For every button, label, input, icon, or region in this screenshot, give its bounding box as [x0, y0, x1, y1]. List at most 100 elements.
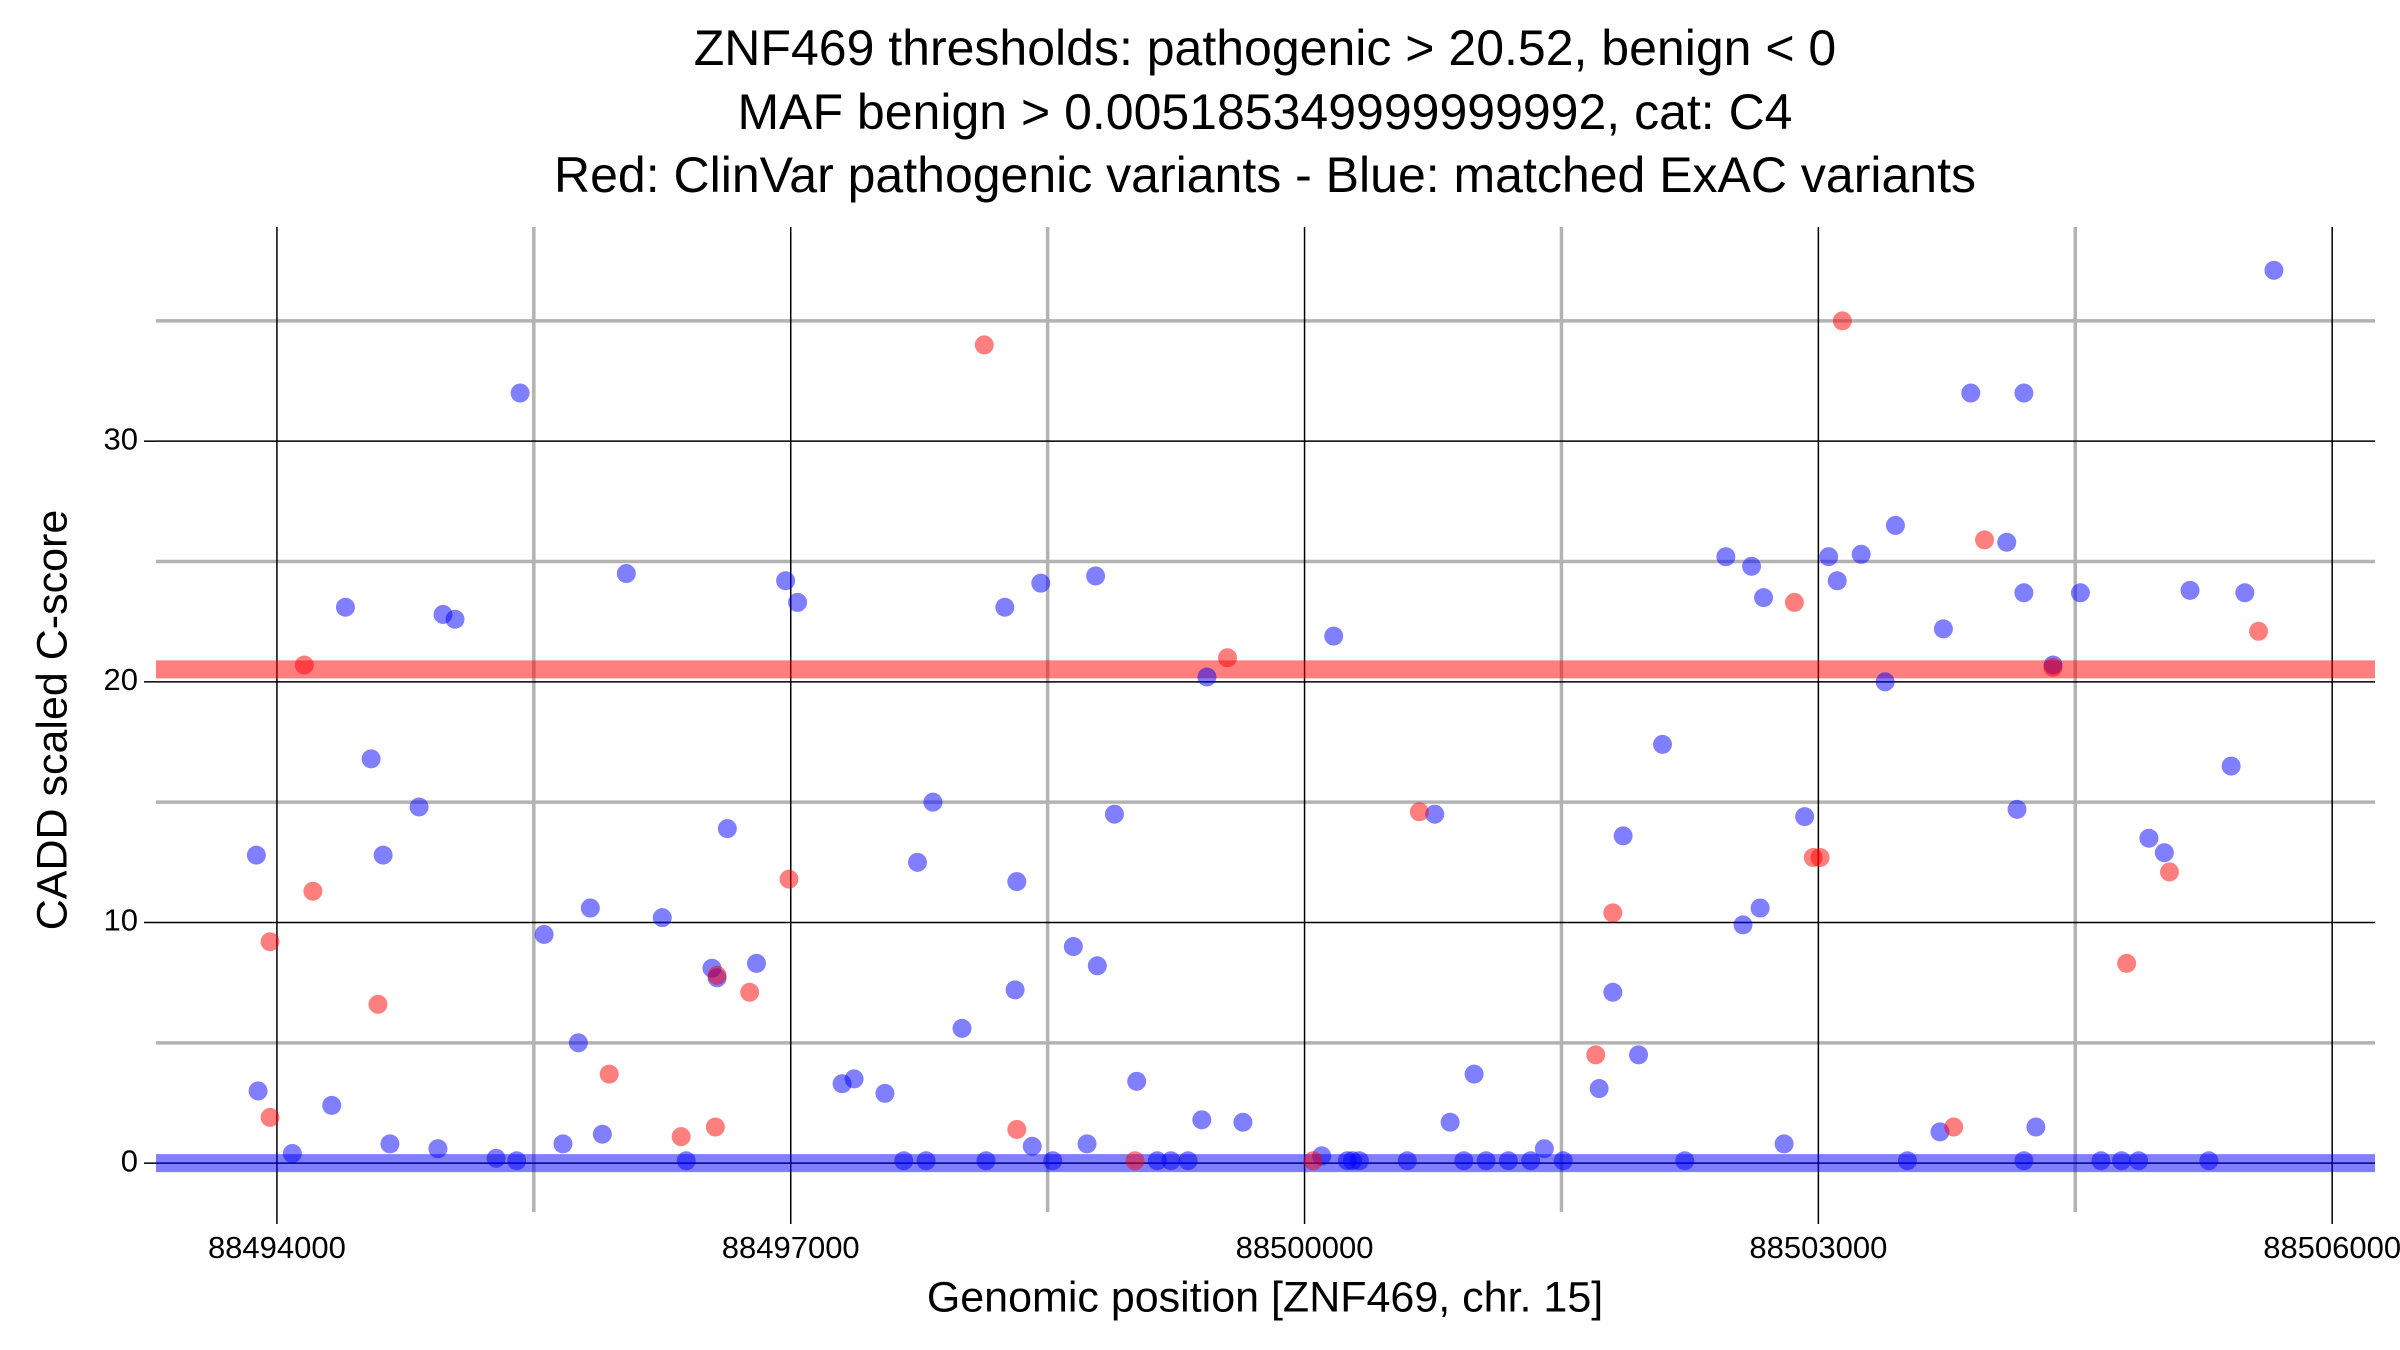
point [916, 1151, 936, 1171]
point [2091, 1151, 2111, 1171]
point [995, 597, 1015, 617]
point [923, 792, 943, 812]
point [740, 982, 760, 1002]
point [2014, 1151, 2034, 1171]
x-tick-label: 88497000 [722, 1230, 860, 1265]
point [671, 1127, 691, 1147]
point [1425, 804, 1445, 824]
point [1464, 1064, 1484, 1084]
point [779, 869, 799, 889]
point [2159, 862, 2179, 882]
point [907, 852, 927, 872]
point [1784, 592, 1804, 612]
point [676, 1151, 696, 1171]
point [974, 335, 994, 355]
point [1613, 826, 1633, 846]
point [952, 1018, 972, 1038]
point [2180, 580, 2200, 600]
point [322, 1095, 342, 1115]
point [1897, 1151, 1917, 1171]
point [373, 845, 393, 865]
point [2264, 260, 2284, 280]
point [707, 965, 727, 985]
point [1498, 1151, 1518, 1171]
point [1521, 1151, 1541, 1171]
point [1005, 980, 1025, 1000]
point [1127, 1071, 1147, 1091]
point [1397, 1151, 1417, 1171]
point [1022, 1136, 1042, 1156]
point [1795, 807, 1815, 827]
point [1603, 903, 1623, 923]
point [1043, 1151, 1063, 1171]
x-tick-label: 88500000 [1236, 1230, 1374, 1265]
point [1961, 383, 1981, 403]
point [1454, 1151, 1474, 1171]
point [1197, 667, 1217, 687]
point [1997, 532, 2017, 552]
point [776, 571, 796, 591]
point [1827, 571, 1847, 591]
point [1031, 573, 1051, 593]
point [534, 925, 554, 945]
y-tick-label: 0 [121, 1143, 138, 1178]
point [1161, 1151, 1181, 1171]
point [246, 845, 266, 865]
point [616, 564, 636, 584]
x-tick-label: 88506000 [2263, 1230, 2400, 1265]
point [1586, 1045, 1606, 1065]
point [1086, 566, 1106, 586]
point [2112, 1151, 2132, 1171]
point [282, 1144, 302, 1164]
point [746, 953, 766, 973]
point [2154, 843, 2174, 863]
point [303, 881, 323, 901]
point [2221, 756, 2241, 776]
point [599, 1064, 619, 1084]
point [2014, 383, 2034, 403]
point [1192, 1110, 1212, 1130]
point [875, 1083, 895, 1103]
point [1178, 1151, 1198, 1171]
point [1810, 848, 1830, 868]
point [2117, 953, 2137, 973]
point [428, 1139, 448, 1159]
point [2014, 583, 2034, 603]
point [2249, 621, 2269, 641]
point [1063, 937, 1083, 957]
point [294, 655, 314, 675]
point [1733, 915, 1753, 935]
point [248, 1081, 268, 1101]
y-axis-title: CADD scaled C-score [28, 510, 76, 931]
point [1007, 1119, 1027, 1139]
point [568, 1033, 588, 1053]
point [1104, 804, 1124, 824]
point [1125, 1151, 1145, 1171]
point [2070, 583, 2090, 603]
point [507, 1151, 527, 1171]
point [1933, 619, 1953, 639]
point [445, 609, 465, 629]
point [1217, 648, 1237, 668]
point [1147, 1151, 1167, 1171]
point [1409, 802, 1429, 822]
point [1349, 1151, 1369, 1171]
point [1324, 626, 1344, 646]
point [705, 1117, 725, 1137]
point [1087, 956, 1107, 976]
point [1851, 544, 1871, 564]
point [652, 908, 672, 928]
point [1589, 1079, 1609, 1099]
point [1077, 1134, 1097, 1154]
point [1653, 734, 1673, 754]
point [1885, 515, 1905, 535]
point [1440, 1112, 1460, 1132]
point [1875, 672, 1895, 692]
point [976, 1151, 996, 1171]
point [1675, 1151, 1695, 1171]
x-tick-label: 88494000 [208, 1230, 346, 1265]
point [1944, 1117, 1964, 1137]
y-tick-label: 20 [104, 662, 138, 697]
point [510, 383, 530, 403]
